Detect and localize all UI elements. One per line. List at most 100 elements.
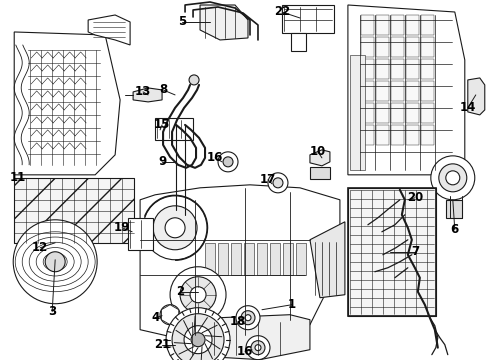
Text: 22: 22	[273, 5, 289, 18]
Polygon shape	[269, 243, 280, 275]
Bar	[282, 5, 333, 33]
Text: 20: 20	[406, 191, 422, 204]
Text: 17: 17	[259, 173, 276, 186]
Bar	[420, 37, 433, 57]
Polygon shape	[140, 185, 339, 340]
Bar	[405, 103, 418, 123]
Circle shape	[438, 164, 466, 192]
Circle shape	[223, 157, 233, 167]
Circle shape	[13, 220, 97, 304]
Circle shape	[244, 315, 250, 321]
Bar	[405, 37, 418, 57]
Text: 4: 4	[151, 311, 159, 324]
Bar	[390, 37, 403, 57]
Bar	[360, 103, 373, 123]
Circle shape	[250, 341, 264, 355]
Bar	[360, 125, 373, 145]
Text: 14: 14	[459, 102, 475, 114]
Polygon shape	[309, 222, 344, 298]
Bar	[390, 125, 403, 145]
Polygon shape	[257, 243, 266, 275]
Text: 15: 15	[154, 118, 170, 131]
Bar	[375, 37, 388, 57]
Polygon shape	[349, 55, 364, 170]
Bar	[360, 15, 373, 35]
Circle shape	[160, 305, 180, 325]
Polygon shape	[133, 88, 162, 102]
Bar	[375, 125, 388, 145]
Polygon shape	[309, 150, 329, 166]
Bar	[390, 81, 403, 101]
Text: 10: 10	[309, 145, 325, 158]
Circle shape	[272, 178, 283, 188]
Polygon shape	[244, 243, 253, 275]
Bar	[420, 103, 433, 123]
Text: 3: 3	[48, 305, 56, 318]
Circle shape	[430, 156, 474, 200]
Circle shape	[218, 152, 238, 172]
Bar	[420, 59, 433, 79]
Bar	[375, 103, 388, 123]
Text: 6: 6	[450, 223, 458, 236]
Text: 7: 7	[410, 245, 418, 258]
Bar	[420, 15, 433, 35]
Bar	[420, 81, 433, 101]
Text: 8: 8	[159, 84, 167, 96]
Circle shape	[45, 252, 65, 272]
Bar	[390, 103, 403, 123]
Polygon shape	[218, 243, 227, 275]
Bar	[14, 178, 134, 243]
Circle shape	[245, 336, 269, 360]
Polygon shape	[230, 243, 241, 275]
Bar	[128, 218, 153, 250]
Bar	[405, 81, 418, 101]
Circle shape	[190, 287, 205, 303]
Polygon shape	[88, 15, 130, 45]
Bar	[390, 15, 403, 35]
Bar	[445, 200, 461, 218]
Polygon shape	[200, 5, 247, 40]
Text: 16: 16	[236, 345, 253, 358]
Bar	[347, 188, 435, 316]
Text: 2: 2	[176, 285, 184, 298]
Bar	[420, 125, 433, 145]
Bar	[390, 59, 403, 79]
Circle shape	[165, 218, 184, 238]
Bar	[405, 125, 418, 145]
Text: 1: 1	[287, 298, 295, 311]
Bar	[405, 59, 418, 79]
Text: 13: 13	[135, 85, 151, 98]
Text: 16: 16	[206, 151, 223, 165]
Polygon shape	[467, 78, 484, 115]
Polygon shape	[283, 243, 292, 275]
Circle shape	[143, 196, 206, 260]
Circle shape	[183, 326, 212, 354]
Bar	[290, 33, 305, 51]
Circle shape	[254, 345, 261, 351]
Circle shape	[172, 314, 224, 360]
Bar	[375, 81, 388, 101]
Circle shape	[267, 173, 287, 193]
Circle shape	[191, 333, 204, 347]
Text: 5: 5	[178, 15, 186, 28]
Bar	[155, 118, 193, 140]
Circle shape	[165, 310, 175, 320]
Text: 9: 9	[158, 156, 166, 168]
Circle shape	[445, 171, 459, 185]
Polygon shape	[347, 5, 464, 175]
Polygon shape	[14, 32, 120, 175]
Circle shape	[170, 267, 225, 323]
Circle shape	[241, 311, 254, 325]
Circle shape	[166, 308, 229, 360]
Text: 18: 18	[229, 315, 245, 328]
Bar	[360, 37, 373, 57]
Bar	[375, 15, 388, 35]
Circle shape	[236, 306, 260, 330]
Bar	[375, 59, 388, 79]
Text: 11: 11	[10, 171, 26, 184]
Text: 21: 21	[154, 338, 170, 351]
Polygon shape	[295, 243, 305, 275]
Circle shape	[153, 206, 197, 250]
Bar	[347, 188, 435, 316]
Circle shape	[180, 277, 216, 313]
